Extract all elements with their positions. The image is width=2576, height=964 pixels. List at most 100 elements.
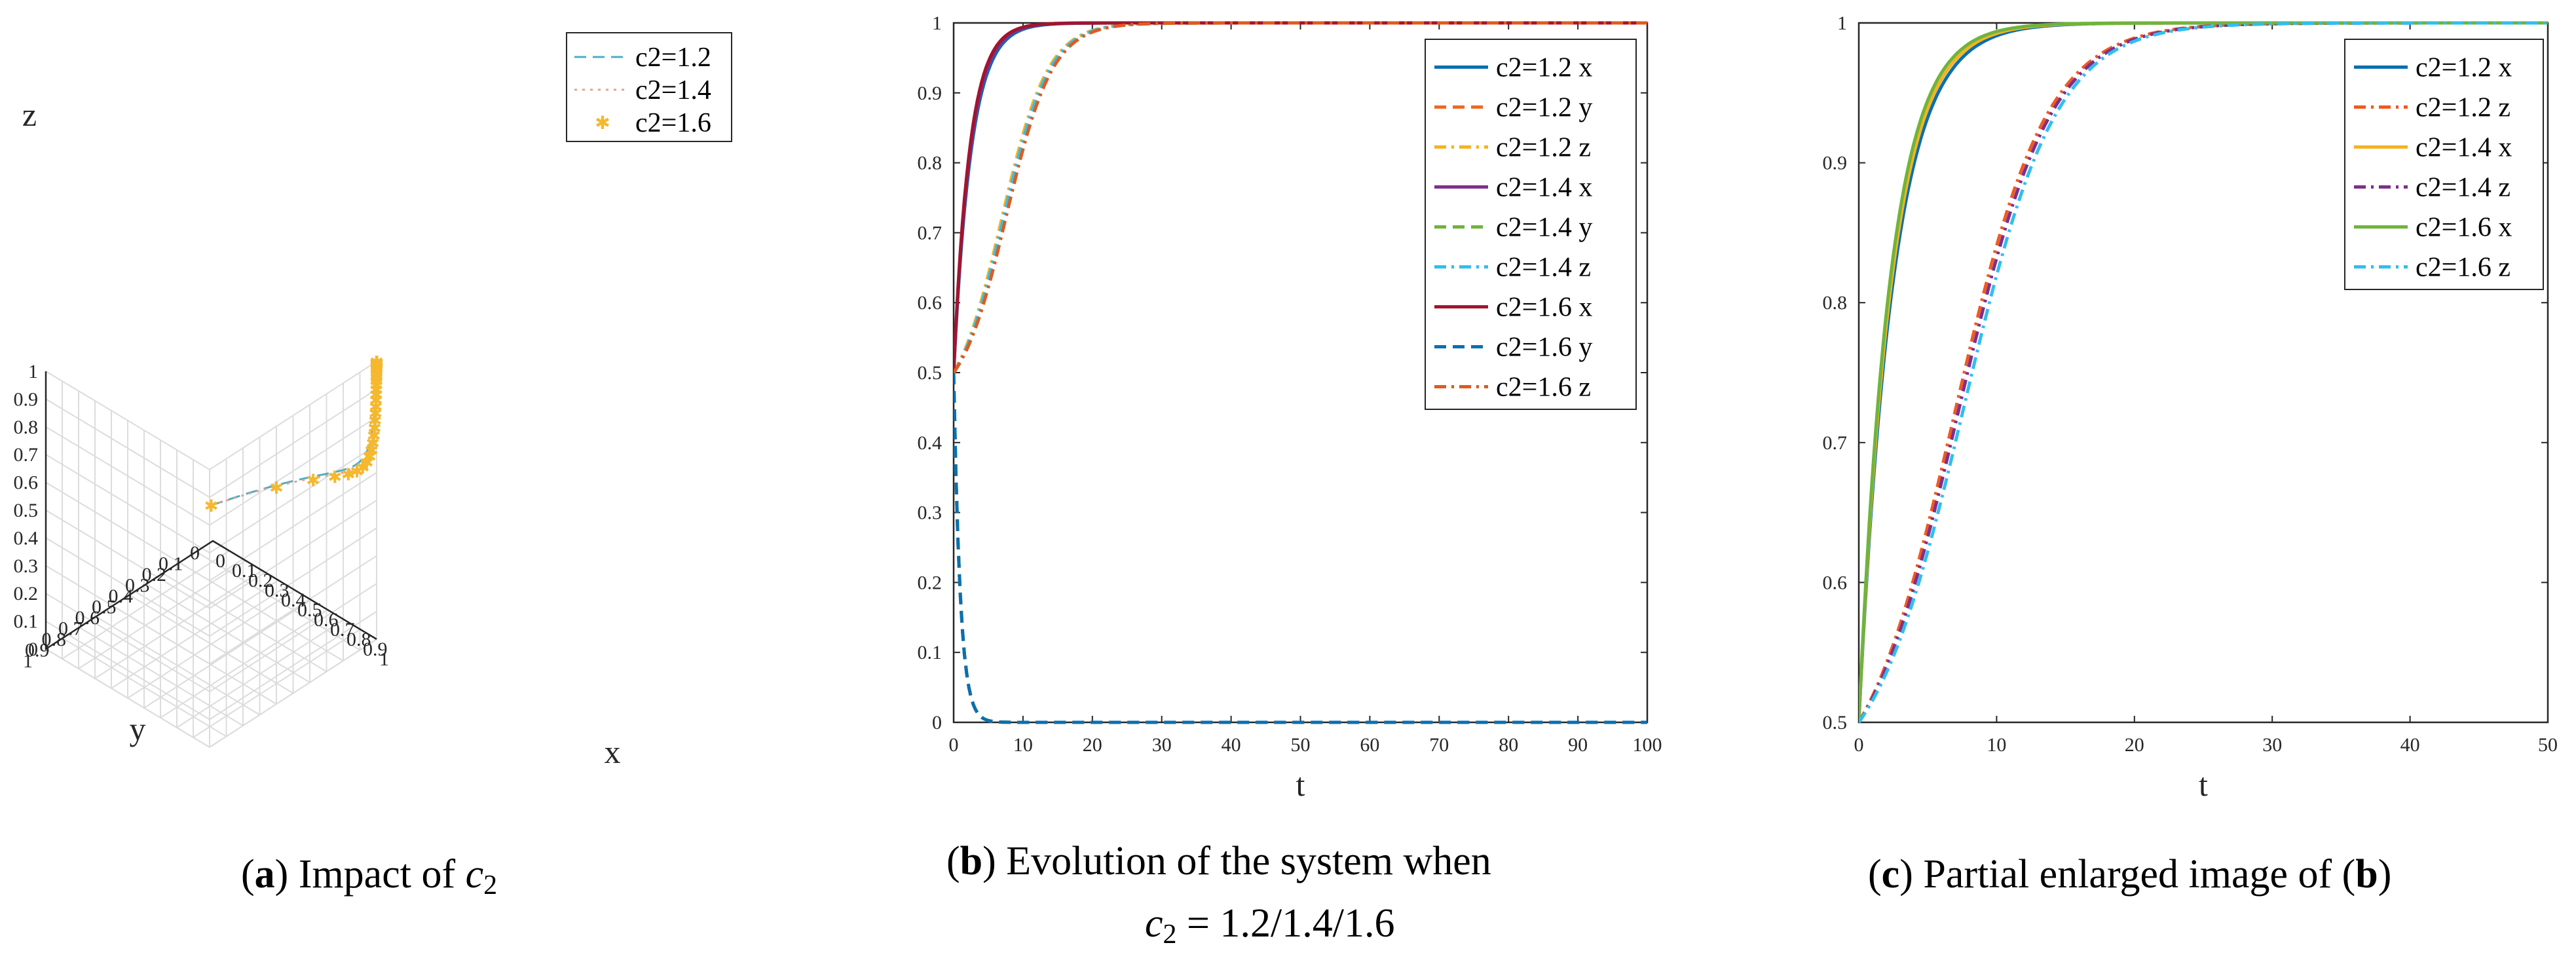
y-tick-label: 0 [190,542,200,564]
series-marker: ✱ [369,353,384,372]
caption-a-text: Impact of [299,852,466,897]
series-marker: ✱ [369,354,384,373]
y-tick-label: 0.1 [159,553,183,575]
grid-line [176,619,345,728]
caption-b-text: Evolution of the system when [1006,839,1491,883]
x-tick-label: 10 [1013,734,1033,756]
grid-line [143,599,312,709]
y-tick-label: 0.7 [1823,432,1848,454]
series-marker: ✱ [368,412,383,431]
y-tick-label: 0.8 [918,153,943,174]
series-marker: ✱ [369,353,384,372]
x-tick-label: 80 [1499,734,1518,756]
y-tick-label: 0.9 [25,640,50,661]
series-marker: ✱ [369,392,383,411]
x-tick-label: 0.3 [265,580,289,601]
grid-line [79,627,244,726]
series-marker: ✱ [327,468,342,487]
caption-c-text2: ) [2378,852,2392,897]
caption-c-ref: b [2355,852,2378,897]
grid-line [209,361,377,470]
series-marker: ✱ [369,354,384,373]
series-marker: ✱ [368,405,383,424]
y-tick-label: 0.3 [125,575,150,597]
legend-box [2344,39,2544,290]
series-line-c2-1-4-z [954,21,1647,374]
series-line-c2-1-6-y [954,372,1647,724]
caption-c: (c) Partial enlarged image of (b) [1868,852,2391,897]
x-tick-label: 40 [1222,734,1241,756]
y-tick-label: 0.3 [918,502,943,524]
z-tick-label: 0.5 [14,500,39,521]
x-tick-label: 70 [1429,734,1449,756]
x-tick-label: 0 [215,550,225,572]
series-line-c2-1-6-z [954,21,1647,374]
x-tick-label: 20 [2125,734,2144,756]
x-tick-label: 0.8 [346,629,371,650]
y-tick-label: 0.1 [918,642,943,663]
grid-line [45,510,210,609]
series-marker: ✱ [369,353,384,372]
series-marker: ✱ [362,448,377,467]
legend-swatch: ✱ [595,113,610,134]
y-tick-label: 0.9 [918,83,943,104]
y-tick-label: 0.5 [92,597,117,618]
series-marker: ✱ [369,360,384,379]
grid-line [45,426,210,526]
z-tick-label: 0.3 [14,555,39,577]
y-tick-label: 0.6 [1823,572,1848,593]
x-tick-label: 20 [1083,734,1102,756]
z-tick-label: 0.2 [14,583,39,604]
caption-c-text1: Partial enlarged image of ( [1923,852,2355,897]
series-marker: ✱ [369,354,384,373]
series-marker: ✱ [369,353,384,372]
x-tick-label: 40 [2400,734,2420,756]
x-tick-label: 0.1 [232,560,257,582]
series-marker: ✱ [369,353,384,372]
y-tick-label: 0.7 [918,222,943,244]
x-tick-label: 0.6 [314,609,339,631]
caption-b-values: = 1.2/1.4/1.6 [1177,901,1395,946]
z-tick-label: 0.4 [14,527,39,549]
series-marker: ✱ [306,472,320,491]
series-marker: ✱ [367,427,381,446]
y-tick-label: 0.4 [918,432,943,454]
z-tick-label: 0.1 [14,611,39,633]
series-marker: ✱ [369,373,384,392]
y-tick-label: 0.9 [1823,153,1848,174]
y-tick-label: 1 [23,650,33,672]
series-marker: ✱ [369,356,384,375]
grid-line [193,629,361,738]
grid-line [209,444,377,554]
x-tick-label: 0 [1854,734,1864,756]
series-line-c2-1-6-x [954,21,1647,373]
legend-label: c2=1.2 y [1496,93,1592,123]
caption-a-label: a [255,852,275,897]
y-tick-label: 0.5 [1823,712,1848,733]
series-marker: ✱ [364,441,379,460]
caption-b-line2: c2 = 1.2/1.4/1.6 [1145,901,1394,950]
grid-line [45,454,210,554]
grid-line [45,648,210,748]
x-tick-label: 30 [2262,734,2282,756]
grid-line [112,605,277,705]
series-marker: ✱ [369,366,384,385]
series-marker: ✱ [369,354,384,373]
x-tick-label: 30 [1152,734,1172,756]
legend-label: c2=1.6 y [1496,333,1592,363]
x-tick-label: 100 [1633,734,1662,756]
series-marker: ✱ [369,353,384,372]
series-marker: ✱ [369,353,384,372]
series-marker: ✱ [369,353,384,372]
legend-label: c2=1.4 x [2416,133,2512,163]
y-tick-label: 0 [932,712,942,733]
x-tick-label: 0.9 [363,639,388,660]
axis-lines [45,371,377,651]
z-tick-label: 0 [28,639,38,660]
x-axis-label: t [1296,766,1305,803]
y-tick-label: 0.8 [1823,292,1848,314]
series-marker: ✱ [369,357,384,376]
caption-b-subscript: 2 [1163,919,1177,950]
series-marker: ✱ [369,353,384,372]
